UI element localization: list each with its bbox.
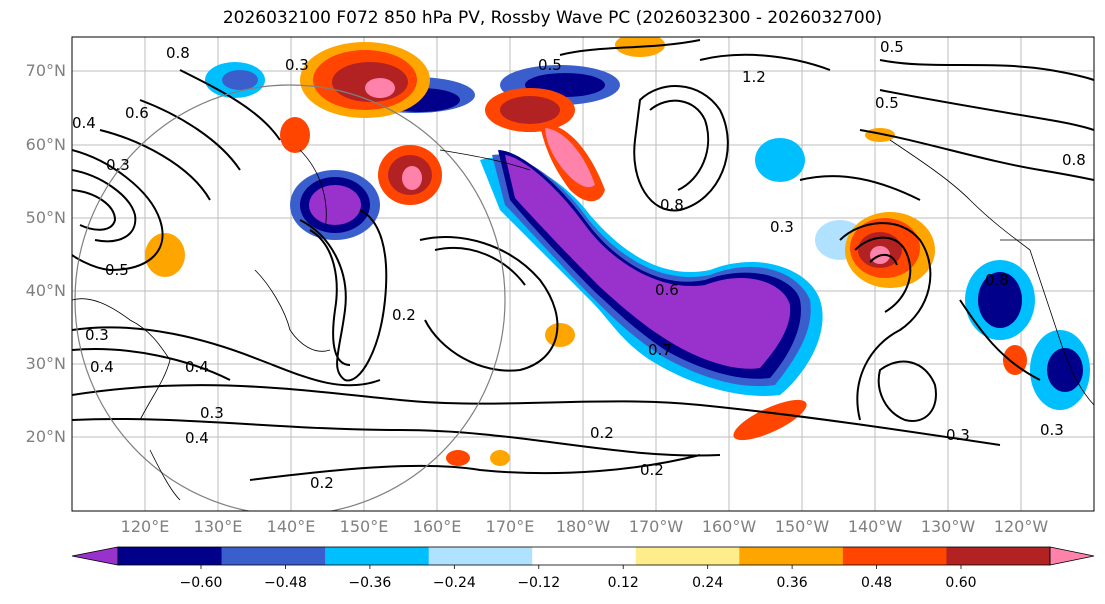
- contour-label: 0.8: [1062, 151, 1086, 169]
- contour-label: 0.4: [90, 358, 114, 376]
- coastlines: [72, 139, 1094, 501]
- lat-label-30n: 30°N: [25, 354, 66, 373]
- contour-label: 0.5: [875, 94, 899, 112]
- contour-label: 0.5: [105, 261, 129, 279]
- map-title: 2026032100 F072 850 hPa PV, Rossby Wave …: [222, 8, 883, 28]
- colorbar-tick-label: −0.24: [432, 575, 476, 591]
- lon-label-120e: 120°E: [120, 517, 170, 536]
- colorbar-tick-label: 0.48: [860, 575, 893, 591]
- contour-label: 0.3: [85, 326, 109, 344]
- pv-contours: [72, 39, 1094, 481]
- colorbar-segment: [739, 547, 844, 565]
- contour-label: 0.5: [880, 38, 904, 56]
- negative-pv-anomaly-streak: [480, 150, 823, 396]
- colorbar: [71, 546, 1095, 569]
- colorbar-tick-label: −0.36: [348, 575, 392, 591]
- contour-label: 0.6: [655, 281, 679, 299]
- lon-label-170w: 170°W: [628, 517, 684, 536]
- contour-label: 0.5: [538, 56, 562, 74]
- contour-label: 0.4: [185, 358, 209, 376]
- colorbar-tick-label: 0.36: [776, 575, 808, 591]
- contour-label: 0.4: [72, 114, 96, 132]
- contour-label: 0.6: [125, 104, 149, 122]
- lon-label-160e: 160°E: [412, 517, 462, 536]
- contour-label-group: 0.8 0.3 0.5 0.4 0.6 0.3 0.7 0.2 0.5 0.8 …: [72, 38, 1086, 492]
- contour-label: 0.3: [200, 404, 224, 422]
- colorbar-tick-label: 0.24: [692, 575, 724, 591]
- contour-label: 0.7: [648, 341, 672, 359]
- contour-label: 1.2: [742, 68, 766, 86]
- lat-label-50n: 50°N: [25, 208, 66, 227]
- contour-label: 0.4: [185, 429, 209, 447]
- lon-label-160w: 160°W: [701, 517, 757, 536]
- colorbar-extend-low: [71, 546, 119, 566]
- colorbar-segment: [946, 547, 1051, 565]
- contour-label: 0.8: [660, 196, 684, 214]
- lon-label-140e: 140°E: [266, 517, 316, 536]
- colorbar-segment: [428, 547, 533, 565]
- contour-label: 0.8: [985, 271, 1009, 289]
- contour-label: 0.2: [640, 461, 664, 479]
- contour-label: 0.3: [770, 218, 794, 236]
- lat-label-60n: 60°N: [25, 135, 66, 154]
- lon-label-130w: 130°W: [920, 517, 976, 536]
- lon-label-180w: 180°W: [555, 517, 611, 536]
- projection-circle: [74, 84, 506, 511]
- contour-label: 0.2: [310, 474, 334, 492]
- colorbar-segment: [842, 547, 947, 565]
- map-frame: [71, 36, 1095, 512]
- contour-label: 0.8: [166, 44, 190, 62]
- lon-label-150w: 150°W: [774, 517, 830, 536]
- colorbar-segment: [221, 547, 326, 565]
- colorbar-segment: [635, 547, 740, 565]
- colorbar-segment: [532, 547, 637, 565]
- colorbar-segment: [118, 547, 223, 565]
- lat-label-40n: 40°N: [25, 281, 66, 300]
- contour-label: 0.2: [590, 424, 614, 442]
- colorbar-outline: [117, 546, 1051, 566]
- lon-label-170e: 170°E: [485, 517, 535, 536]
- contour-label: 0.3: [285, 56, 309, 74]
- lon-label-150e: 150°E: [339, 517, 389, 536]
- colorbar-tick-label: 0.12: [607, 575, 639, 591]
- colorbar-tick-label: −0.48: [263, 575, 307, 591]
- contour-label: 0.3: [106, 156, 130, 174]
- colorbar-tick-label: 0.60: [945, 575, 977, 591]
- lat-label-70n: 70°N: [25, 61, 66, 80]
- lon-label-130e: 130°E: [193, 517, 243, 536]
- contour-label: 0.3: [946, 426, 970, 444]
- negative-pv-anomaly-east: [755, 138, 1090, 410]
- colorbar-tick-label: −0.12: [517, 575, 561, 591]
- colorbar-extend-high: [1049, 546, 1095, 566]
- colorbar-tick-label: −0.60: [179, 575, 223, 591]
- lat-label-20n: 20°N: [25, 427, 66, 446]
- lon-label-120w: 120°W: [993, 517, 1049, 536]
- contour-label: 0.2: [392, 306, 416, 324]
- colorbar-segment: [325, 547, 430, 565]
- contour-label: 0.3: [1040, 421, 1064, 439]
- lon-label-140w: 140°W: [847, 517, 903, 536]
